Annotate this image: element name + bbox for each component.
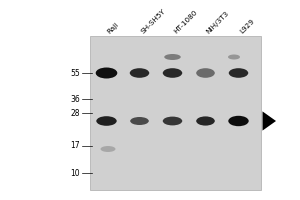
Text: HT-1080: HT-1080 [172, 9, 198, 35]
Ellipse shape [163, 68, 182, 78]
Ellipse shape [163, 117, 182, 125]
Text: 36: 36 [70, 95, 80, 104]
Text: L929: L929 [238, 18, 255, 35]
Ellipse shape [96, 116, 117, 126]
Ellipse shape [164, 54, 181, 60]
Ellipse shape [229, 68, 248, 78]
FancyBboxPatch shape [90, 36, 261, 190]
Ellipse shape [196, 116, 215, 126]
Text: 28: 28 [70, 108, 80, 117]
Ellipse shape [228, 54, 240, 60]
Ellipse shape [96, 68, 117, 78]
Ellipse shape [100, 146, 116, 152]
Polygon shape [262, 111, 276, 131]
Ellipse shape [130, 68, 149, 78]
Text: SH-SH5Y: SH-SH5Y [140, 8, 166, 35]
Text: 10: 10 [70, 168, 80, 178]
Ellipse shape [228, 116, 249, 126]
Ellipse shape [130, 117, 149, 125]
Text: Raji: Raji [106, 21, 120, 35]
Text: 17: 17 [70, 142, 80, 150]
Text: NIH/3T3: NIH/3T3 [206, 10, 230, 35]
Text: 55: 55 [70, 68, 80, 77]
Ellipse shape [196, 68, 215, 78]
